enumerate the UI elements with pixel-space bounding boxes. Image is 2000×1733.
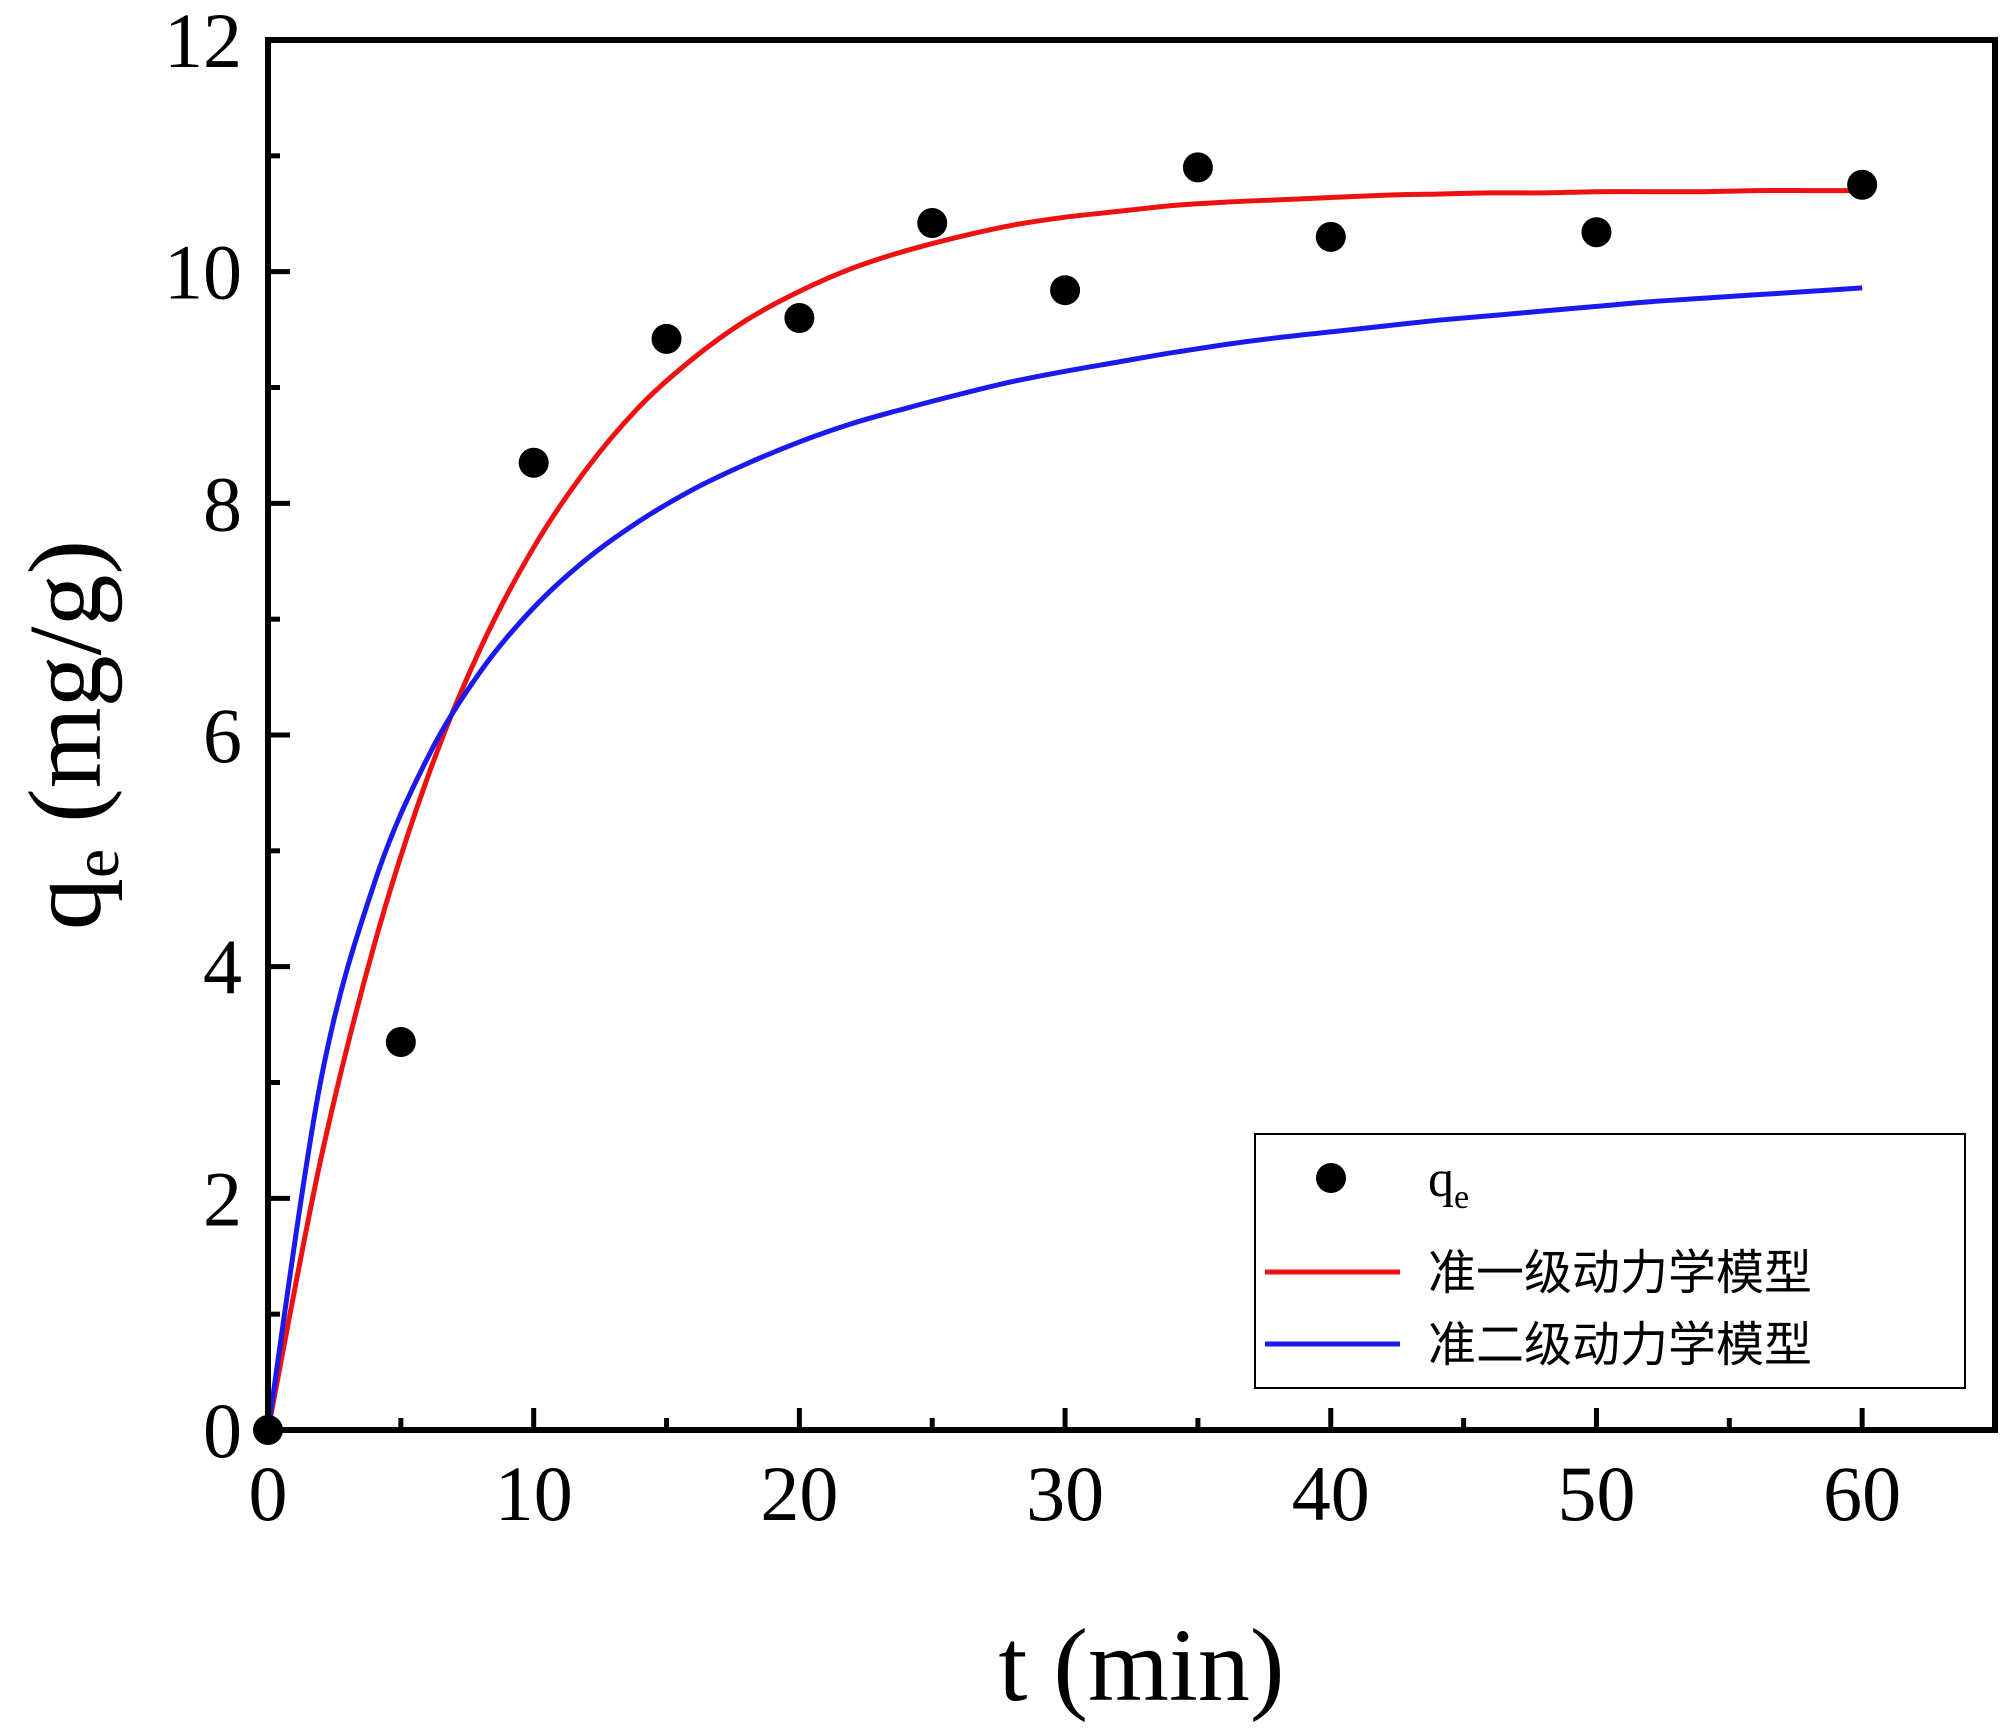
legend-label-pfo: 准一级动力学模型: [1428, 1245, 1812, 1301]
x-axis-title: t (min): [999, 1608, 1285, 1723]
y-tick-label: 6: [203, 692, 242, 779]
x-tick-label: 20: [760, 1450, 838, 1537]
data-point: [1847, 169, 1878, 200]
data-point: [385, 1026, 416, 1057]
x-tick-label: 40: [1292, 1450, 1370, 1537]
series-line-2: [265, 285, 1863, 1431]
points-layer: [253, 152, 1878, 1445]
ticks-layer: [265, 37, 1865, 1433]
y-tick-label: 4: [203, 924, 242, 1011]
legend-label-points-main: q: [1428, 1151, 1454, 1208]
x-tick-label: 30: [1026, 1450, 1104, 1537]
legend-label-points: qe: [1428, 1151, 1469, 1216]
y-axis-title-unit: (mg/g): [8, 540, 123, 849]
x-tick-label: 50: [1557, 1450, 1635, 1537]
y-axis-title-subscript: e: [60, 849, 133, 878]
data-point: [651, 323, 682, 354]
x-tick-label: 60: [1823, 1450, 1901, 1537]
data-point: [518, 447, 549, 478]
data-point: [1050, 275, 1081, 306]
legend: qe 准一级动力学模型 准二级动力学模型: [1254, 1133, 1966, 1389]
y-axis-title: qe (mg/g): [8, 540, 133, 930]
series-line-1: [265, 188, 1863, 1431]
y-axis-title-main: q: [8, 878, 123, 930]
data-point: [1182, 152, 1213, 183]
tick-labels-layer: 0 10 20 30 40 50 60 0 2 4 6 8 10 12: [164, 0, 1901, 1537]
x-tick-label: 0: [249, 1450, 288, 1537]
data-point: [917, 208, 948, 239]
data-point: [784, 303, 815, 333]
data-point: [1581, 217, 1612, 248]
y-tick-label: 8: [203, 460, 242, 547]
legend-label-points-subscript: e: [1454, 1179, 1469, 1216]
data-point: [1315, 221, 1346, 252]
y-tick-label: 10: [164, 229, 242, 316]
x-tick-label: 10: [495, 1450, 573, 1537]
y-tick-label: 12: [164, 0, 242, 84]
y-tick-label: 2: [203, 1155, 242, 1242]
legend-label-pso: 准二级动力学模型: [1428, 1317, 1812, 1373]
y-tick-label: 0: [203, 1387, 242, 1474]
curves-layer: [265, 188, 1863, 1431]
legend-marker-points: [1316, 1163, 1346, 1193]
